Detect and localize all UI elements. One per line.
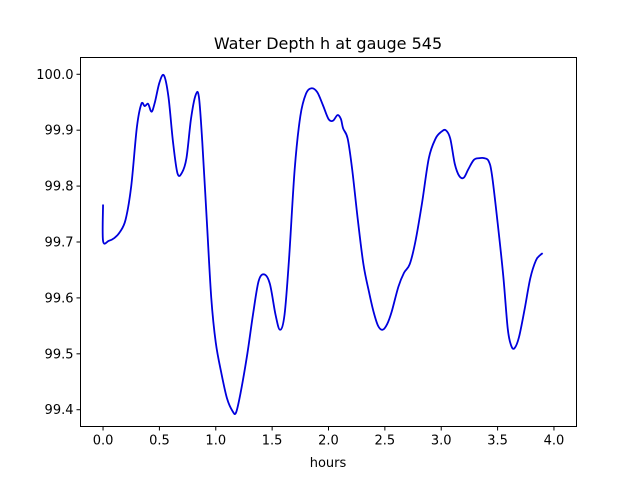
x-tick-label: 4.0 (544, 434, 565, 449)
y-tick-label: 99.6 (45, 291, 74, 306)
x-tick-label: 1.0 (205, 434, 226, 449)
x-tick-label: 2.0 (318, 434, 339, 449)
x-tick-label: 0.0 (93, 434, 114, 449)
x-tick-label: 2.5 (375, 434, 396, 449)
series-line-water-depth (101, 73, 544, 416)
x-tick-label: 1.5 (262, 434, 283, 449)
x-axis-label: hours (310, 456, 347, 471)
y-tick-label: 99.7 (45, 236, 74, 251)
x-tick-label: 3.5 (487, 434, 508, 449)
y-tick-label: 100.0 (36, 68, 73, 83)
y-tick-label: 99.8 (45, 180, 74, 195)
x-tick-label: 3.0 (431, 434, 452, 449)
y-tick-label: 99.5 (45, 347, 74, 362)
chart-title: Water Depth h at gauge 545 (214, 34, 442, 53)
x-tick-label: 0.5 (149, 434, 170, 449)
y-tick-label: 99.4 (45, 403, 74, 418)
y-tick-label: 99.9 (45, 124, 74, 139)
plot-frame (80, 57, 577, 427)
plot-area (101, 73, 544, 416)
